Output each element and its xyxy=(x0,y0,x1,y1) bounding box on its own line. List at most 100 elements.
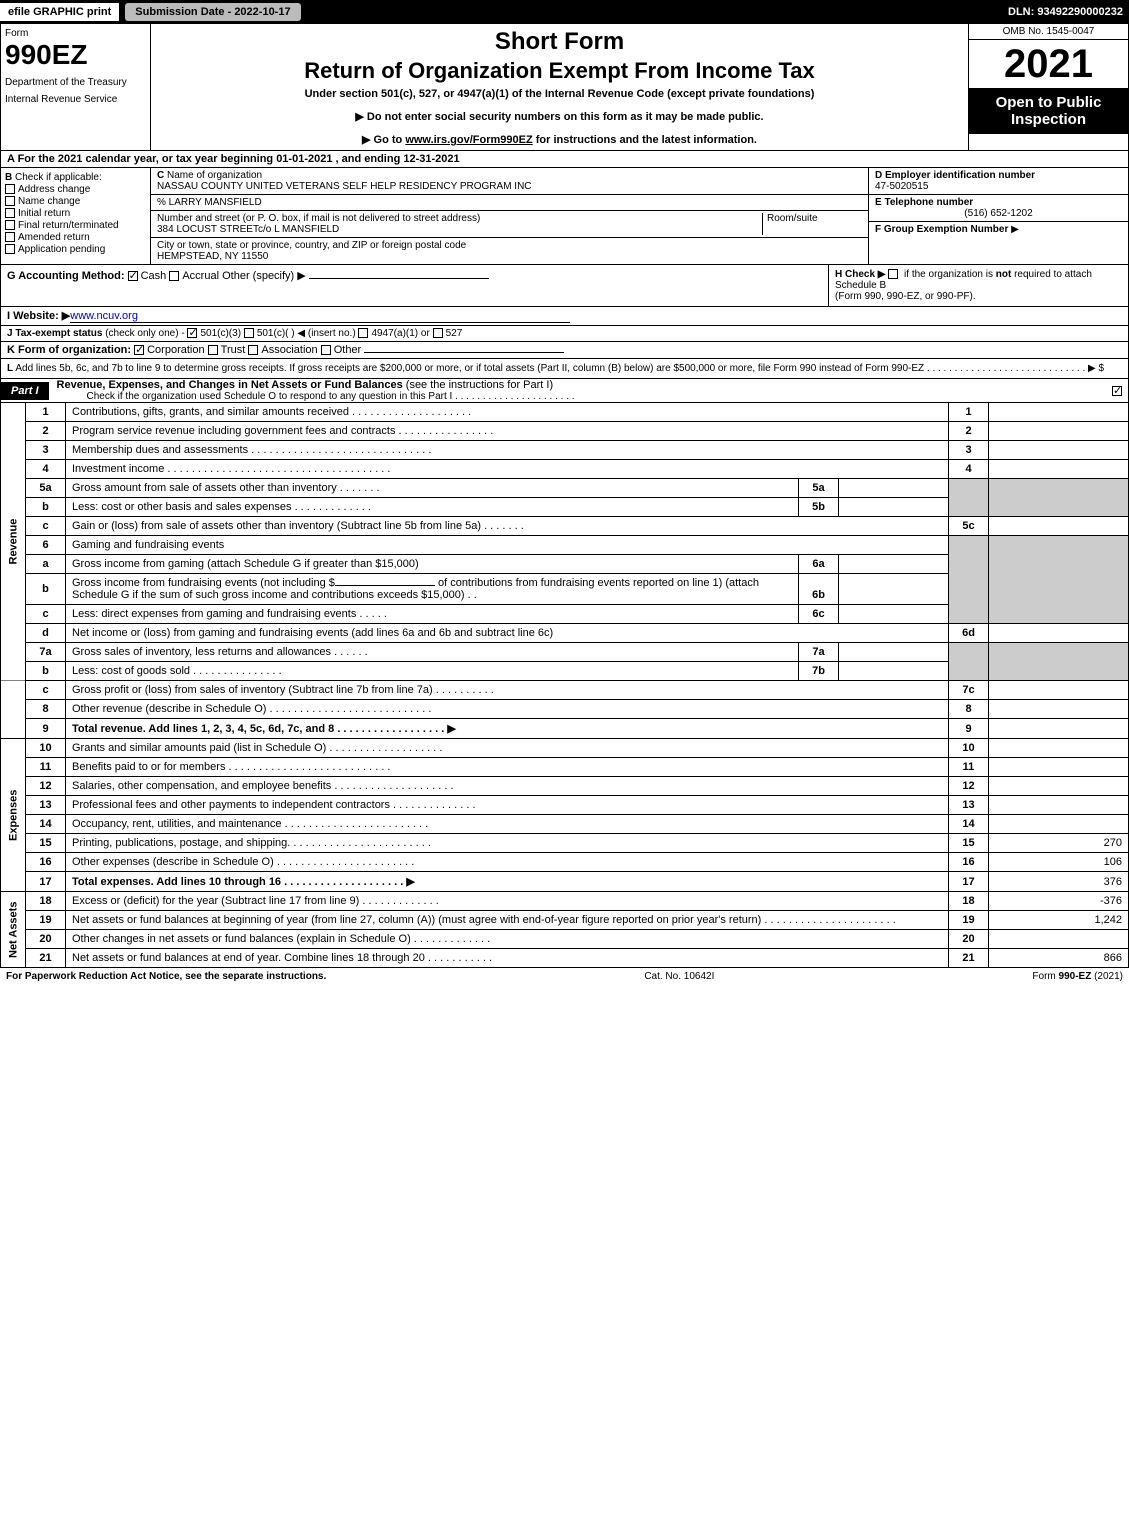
checkbox-initial-return[interactable] xyxy=(5,208,15,218)
other-specify-line xyxy=(309,278,489,279)
c-label: C xyxy=(157,170,164,181)
minibox-val xyxy=(839,605,949,624)
section-def: D Employer identification number47-50205… xyxy=(868,168,1128,264)
h-text2: if the organization is xyxy=(904,269,996,280)
line-desc: Gross profit or (loss) from sales of inv… xyxy=(66,681,949,700)
checkbox-4947[interactable] xyxy=(358,328,368,338)
line-desc: Less: cost of goods sold . . . . . . . .… xyxy=(66,662,799,681)
line-num: 7a xyxy=(26,643,66,662)
line-val xyxy=(989,796,1129,815)
section-k: K Form of organization: Corporation Trus… xyxy=(0,342,1129,359)
room-suite-label: Room/suite xyxy=(762,213,862,235)
section-b: B Check if applicable: Address change Na… xyxy=(1,168,151,264)
city-label: City or town, state or province, country… xyxy=(157,240,466,251)
line-desc: Gaming and fundraising events xyxy=(66,536,949,555)
line-desc: Program service revenue including govern… xyxy=(66,422,949,441)
minibox-label: 5b xyxy=(799,498,839,517)
line-desc: Total revenue. Add lines 1, 2, 3, 4, 5c,… xyxy=(66,719,949,739)
minibox-val xyxy=(839,498,949,517)
line-num: 19 xyxy=(26,911,66,930)
section-g: G Accounting Method: Cash Accrual Other … xyxy=(1,265,828,306)
checkbox-address-change[interactable] xyxy=(5,184,15,194)
website-link[interactable]: www.ncuv.org xyxy=(70,310,570,323)
line-val xyxy=(989,681,1129,700)
checkbox-application-pending[interactable] xyxy=(5,244,15,254)
l-label: L xyxy=(7,363,13,374)
irs-link[interactable]: www.irs.gov/Form990EZ xyxy=(405,134,532,146)
line-val xyxy=(989,422,1129,441)
line-rn: 10 xyxy=(949,739,989,758)
line-val xyxy=(989,739,1129,758)
c-sub: Name of organization xyxy=(167,170,262,181)
form-header: Form 990EZ Department of the Treasury In… xyxy=(0,24,1129,151)
line-desc: Salaries, other compensation, and employ… xyxy=(66,777,949,796)
part-1-header: Part I Revenue, Expenses, and Changes in… xyxy=(0,379,1129,403)
addr-label: Number and street (or P. O. box, if mail… xyxy=(157,213,480,224)
dln-number: DLN: 93492290000232 xyxy=(1008,6,1129,18)
line-rn: 4 xyxy=(949,460,989,479)
line-num: 21 xyxy=(26,949,66,968)
checkbox-501c3[interactable] xyxy=(187,328,197,338)
opt-other-specify: Other (specify) ▶ xyxy=(222,270,306,282)
line-rn: 16 xyxy=(949,853,989,872)
line-num: 5a xyxy=(26,479,66,498)
line-val: 106 xyxy=(989,853,1129,872)
line-rn: 21 xyxy=(949,949,989,968)
part-1-title: Revenue, Expenses, and Changes in Net As… xyxy=(57,379,403,391)
checkbox-h[interactable] xyxy=(888,269,898,279)
line-rn: 5c xyxy=(949,517,989,536)
line-desc: Gross amount from sale of assets other t… xyxy=(66,479,799,498)
form-label: Form xyxy=(5,28,146,39)
line-desc: Gross income from fundraising events (no… xyxy=(66,574,799,605)
line-rn: 19 xyxy=(949,911,989,930)
footer-cat: Cat. No. 10642I xyxy=(644,971,714,982)
opt-amended-return: Amended return xyxy=(18,232,90,243)
checkbox-trust[interactable] xyxy=(208,345,218,355)
k-label: K Form of organization: xyxy=(7,344,131,356)
phone: (516) 652-1202 xyxy=(875,208,1122,219)
header-left: Form 990EZ Department of the Treasury In… xyxy=(1,24,151,150)
opt-association: Association xyxy=(261,344,317,356)
line-desc: Other changes in net assets or fund bala… xyxy=(66,930,949,949)
j-sub: (check only one) - xyxy=(105,328,184,339)
line-num: 6 xyxy=(26,536,66,555)
omb-number: OMB No. 1545-0047 xyxy=(969,24,1128,40)
line-val xyxy=(989,777,1129,796)
line-num: 13 xyxy=(26,796,66,815)
line-rn: 6d xyxy=(949,624,989,643)
line-val xyxy=(989,403,1129,422)
checkbox-other[interactable] xyxy=(321,345,331,355)
checkbox-association[interactable] xyxy=(248,345,258,355)
checkbox-amended-return[interactable] xyxy=(5,232,15,242)
line-desc: Gross sales of inventory, less returns a… xyxy=(66,643,799,662)
section-i: I Website: ▶www.ncuv.org xyxy=(0,307,1129,326)
line-desc: Gross income from gaming (attach Schedul… xyxy=(66,555,799,574)
line-val xyxy=(989,700,1129,719)
checkbox-schedule-o[interactable] xyxy=(1112,386,1122,396)
ein: 47-5020515 xyxy=(875,181,928,192)
dept-treasury: Department of the Treasury xyxy=(5,77,146,88)
line-num: 11 xyxy=(26,758,66,777)
org-name: NASSAU COUNTY UNITED VETERANS SELF HELP … xyxy=(157,181,532,192)
checkbox-corporation[interactable] xyxy=(134,345,144,355)
checkbox-name-change[interactable] xyxy=(5,196,15,206)
line-rn: 17 xyxy=(949,872,989,892)
line-desc: Printing, publications, postage, and shi… xyxy=(66,834,949,853)
short-form-title: Short Form xyxy=(155,28,964,56)
checkbox-accrual[interactable] xyxy=(169,271,179,281)
checkbox-final-return[interactable] xyxy=(5,220,15,230)
checkbox-cash[interactable] xyxy=(128,271,138,281)
insert-no: ◀ (insert no.) xyxy=(297,328,355,339)
line-desc: Grants and similar amounts paid (list in… xyxy=(66,739,949,758)
section-h: H Check ▶ if the organization is not req… xyxy=(828,265,1128,306)
line-num: a xyxy=(26,555,66,574)
d-label: D Employer identification number xyxy=(875,170,1035,181)
efile-print-label[interactable]: efile GRAPHIC print xyxy=(0,3,119,21)
checkbox-527[interactable] xyxy=(433,328,443,338)
section-bcd: B Check if applicable: Address change Na… xyxy=(0,168,1129,265)
line-val: 270 xyxy=(989,834,1129,853)
tax-year: 2021 xyxy=(969,40,1128,88)
opt-final-return: Final return/terminated xyxy=(18,220,119,231)
checkbox-501c[interactable] xyxy=(244,328,254,338)
minibox-val xyxy=(839,574,949,605)
